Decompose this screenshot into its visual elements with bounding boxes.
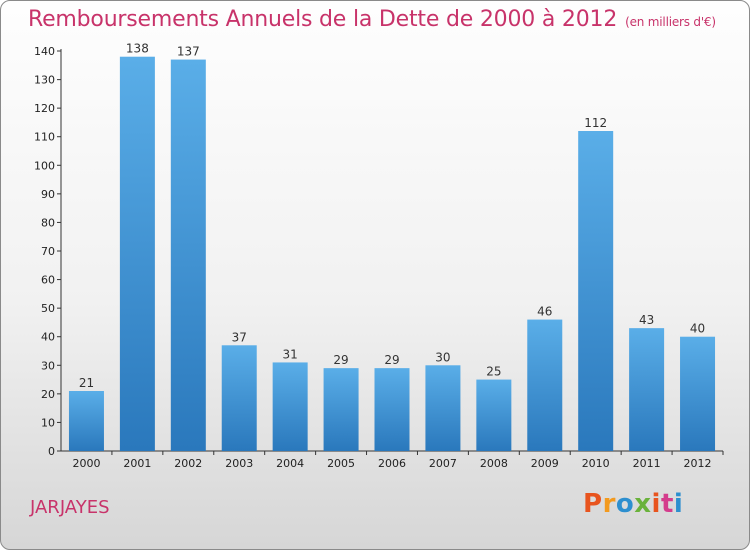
y-tick-label: 110: [34, 131, 55, 144]
y-tick-label: 60: [41, 274, 55, 287]
x-tick-label: 2004: [276, 457, 304, 470]
y-tick-label: 30: [41, 359, 55, 372]
x-tick-label: 2005: [327, 457, 355, 470]
y-tick-label: 10: [41, 416, 55, 429]
y-tick-label: 100: [34, 159, 55, 172]
data-label-2012: 40: [690, 322, 705, 336]
bar-2011: [629, 328, 665, 451]
bars: [68, 56, 716, 451]
x-tick-label: 2001: [123, 457, 151, 470]
x-tick-label: 2012: [684, 457, 712, 470]
bar-2006: [374, 368, 410, 451]
y-tick-label: 40: [41, 331, 55, 344]
bar-2009: [527, 319, 563, 451]
y-tick-label: 90: [41, 188, 55, 201]
data-label-2011: 43: [639, 313, 654, 327]
data-label-2003: 37: [232, 330, 247, 344]
x-tick-label: 2009: [531, 457, 559, 470]
x-tick-label: 2008: [480, 457, 508, 470]
data-labels: 21 138 137 37 31 29 29 30 25 46 112 43 40: [79, 42, 705, 390]
bar-2003: [221, 345, 257, 451]
bar-2002: [170, 59, 206, 451]
x-tick-label: 2003: [225, 457, 253, 470]
bar-2000: [68, 391, 104, 451]
data-label-2009: 46: [537, 305, 552, 319]
logo-letter: t: [660, 489, 674, 519]
axes: 0 10 20 30 40 50 60 70 80 90 100 110 120 130 140 2000 20…: [34, 45, 724, 470]
bar-2004: [272, 362, 308, 451]
y-tick-label: 0: [48, 445, 55, 458]
data-label-2002: 137: [177, 45, 200, 59]
data-label-2010: 112: [584, 116, 607, 130]
logo-letter: r: [602, 489, 616, 519]
logo-letter: o: [615, 489, 635, 519]
chart-title-text: Remboursements Annuels de la Dette de 20…: [28, 7, 618, 32]
data-label-2004: 31: [283, 347, 298, 361]
commune-name: JARJAYES: [30, 497, 110, 518]
bar-2012: [680, 336, 716, 451]
logo-letter: i: [651, 489, 661, 519]
x-tick-label: 2011: [633, 457, 661, 470]
logo-letter: i: [673, 489, 684, 519]
y-tick-label: 130: [34, 74, 55, 87]
y-tick-label: 140: [34, 45, 55, 58]
logo-letter: x: [634, 489, 652, 519]
x-tick-label: 2000: [72, 457, 100, 470]
data-label-2005: 29: [333, 353, 348, 367]
data-label-2000: 21: [79, 376, 94, 390]
bar-2005: [323, 368, 359, 451]
y-tick-label: 80: [41, 216, 55, 229]
x-tick-label: 2010: [582, 457, 610, 470]
x-tick-label: 2007: [429, 457, 457, 470]
proxiti-logo[interactable]: Proxiti: [583, 489, 683, 519]
y-tick-label: 70: [41, 245, 55, 258]
logo-letter: P: [583, 489, 603, 519]
data-label-2007: 30: [435, 350, 450, 364]
y-tick-label: 120: [34, 102, 55, 115]
bar-2001: [119, 56, 155, 451]
y-tick-label: 50: [41, 302, 55, 315]
x-tick-label: 2006: [378, 457, 406, 470]
bar-2007: [425, 365, 461, 451]
chart-unit-label: (en milliers d'€): [625, 15, 716, 29]
chart-title: Remboursements Annuels de la Dette de 20…: [28, 7, 716, 32]
x-tick-label: 2002: [174, 457, 202, 470]
y-tick-label: 20: [41, 388, 55, 401]
bar-2010: [578, 131, 614, 451]
bar-2008: [476, 379, 512, 451]
data-label-2008: 25: [486, 365, 501, 379]
data-label-2006: 29: [384, 353, 399, 367]
data-label-2001: 138: [126, 42, 149, 56]
